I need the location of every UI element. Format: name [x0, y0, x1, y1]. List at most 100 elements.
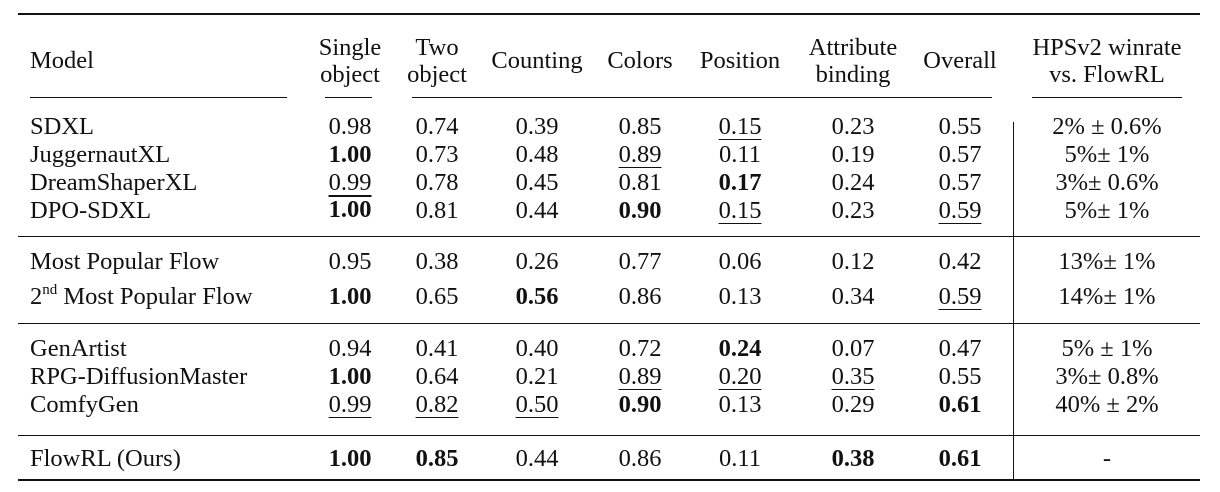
header-overall: Overall — [923, 47, 997, 74]
cell-overall: 0.59 — [938, 283, 982, 310]
cell-overall: 0.61 — [938, 445, 982, 472]
cell-two-object: 0.64 — [415, 363, 459, 390]
top-rule — [18, 13, 1200, 16]
model-name: SDXL — [30, 113, 94, 140]
group-divider-2 — [18, 323, 1200, 325]
cell-overall: 0.42 — [938, 248, 982, 275]
header-attribute-binding-line2: binding — [815, 61, 891, 88]
cell-position: 0.06 — [718, 248, 762, 275]
header-two-object-line2: object — [407, 61, 467, 88]
cell-counting: 0.45 — [515, 169, 559, 196]
cell-overall: 0.61 — [938, 391, 982, 418]
cell-colors: 0.77 — [618, 248, 662, 275]
cell-single-object: 0.98 — [328, 113, 372, 140]
cell-two-object: 0.65 — [415, 283, 459, 310]
cell-two-object: 0.81 — [415, 197, 459, 224]
cell-single-object: 1.00 — [328, 141, 372, 168]
cell-attribute-binding: 0.29 — [831, 391, 875, 418]
cell-single-object: 1.00 — [328, 196, 372, 223]
cell-colors: 0.72 — [618, 335, 662, 362]
cell-position: 0.13 — [718, 391, 762, 418]
header-hps-line2: vs. FlowRL — [1049, 61, 1165, 88]
cell-position: 0.20 — [718, 363, 762, 390]
cell-single-object: 0.94 — [328, 335, 372, 362]
model-name: Most Popular Flow — [30, 248, 220, 275]
cell-two-object: 0.41 — [415, 335, 459, 362]
header-hps-line1: HPSv2 winrate — [1032, 34, 1182, 61]
cell-two-object: 0.74 — [415, 113, 459, 140]
cell-overall: 0.59 — [938, 197, 982, 224]
cell-single-object: 1.00 — [328, 445, 372, 472]
header-colors: Colors — [607, 47, 673, 74]
model-name: JuggernautXL — [30, 141, 171, 168]
cell-attribute-binding: 0.23 — [831, 113, 875, 140]
cell-position: 0.15 — [718, 113, 762, 140]
cell-attribute-binding: 0.24 — [831, 169, 875, 196]
cell-hps-winrate: 3%± 0.8% — [1055, 363, 1159, 390]
cell-position: 0.15 — [718, 197, 762, 224]
cell-overall: 0.55 — [938, 363, 982, 390]
header-two-object-line1: Two — [415, 34, 459, 61]
cell-colors: 0.90 — [618, 391, 662, 418]
cell-attribute-binding: 0.19 — [831, 141, 875, 168]
header-attribute-binding-line1: Attribute — [808, 34, 898, 61]
cell-two-object: 0.78 — [415, 169, 459, 196]
group-divider-1 — [18, 236, 1200, 238]
header-single-object-line2: object — [320, 61, 380, 88]
header-model: Model — [30, 47, 94, 74]
cell-single-object: 0.99 — [328, 169, 372, 196]
cell-overall: 0.55 — [938, 113, 982, 140]
cell-hps-winrate: 40% ± 2% — [1055, 391, 1159, 418]
cell-hps-winrate: 3%± 0.6% — [1055, 169, 1159, 196]
cell-overall: 0.47 — [938, 335, 982, 362]
bottom-rule — [18, 479, 1200, 482]
cell-single-object: 0.95 — [328, 248, 372, 275]
cell-two-object: 0.85 — [415, 445, 459, 472]
cell-colors: 0.86 — [618, 283, 662, 310]
cell-single-object: 0.99 — [328, 391, 372, 418]
cell-hps-winrate: 5%± 1% — [1064, 141, 1150, 168]
header-single-object-line1: Single — [318, 34, 382, 61]
header-underline-single — [325, 97, 372, 99]
header-underline-model — [30, 97, 287, 99]
model-name: ComfyGen — [30, 391, 139, 418]
header-underline-metrics — [412, 97, 992, 99]
group-divider-3 — [18, 435, 1200, 437]
cell-counting: 0.26 — [515, 248, 559, 275]
cell-overall: 0.57 — [938, 169, 982, 196]
cell-counting: 0.39 — [515, 113, 559, 140]
cell-position: 0.24 — [718, 335, 762, 362]
cell-counting: 0.56 — [515, 283, 559, 310]
cell-hps-winrate: 5% ± 1% — [1061, 335, 1153, 362]
model-name: RPG-DiffusionMaster — [30, 363, 248, 390]
cell-position: 0.17 — [718, 169, 762, 196]
header-position: Position — [699, 47, 781, 74]
model-name: DreamShaperXL — [30, 169, 198, 196]
cell-attribute-binding: 0.23 — [831, 197, 875, 224]
cell-hps-winrate: 5%± 1% — [1064, 197, 1150, 224]
cell-counting: 0.48 — [515, 141, 559, 168]
cell-attribute-binding: 0.38 — [831, 445, 875, 472]
model-name: 2nd Most Popular Flow — [30, 282, 253, 310]
cell-colors: 0.85 — [618, 113, 662, 140]
cell-hps-winrate: 14%± 1% — [1058, 283, 1156, 310]
cell-single-object: 1.00 — [328, 363, 372, 390]
cell-attribute-binding: 0.12 — [831, 248, 875, 275]
cell-colors: 0.89 — [618, 141, 662, 168]
cell-two-object: 0.73 — [415, 141, 459, 168]
cell-two-object: 0.38 — [415, 248, 459, 275]
cell-hps-winrate: - — [1102, 445, 1112, 472]
cell-counting: 0.21 — [515, 363, 559, 390]
cell-attribute-binding: 0.07 — [831, 335, 875, 362]
cell-overall: 0.57 — [938, 141, 982, 168]
cell-colors: 0.86 — [618, 445, 662, 472]
header-counting: Counting — [491, 47, 583, 74]
model-name: GenArtist — [30, 335, 127, 362]
vertical-divider — [1013, 122, 1015, 479]
header-underline-hps — [1032, 97, 1182, 99]
cell-counting: 0.40 — [515, 335, 559, 362]
cell-position: 0.13 — [718, 283, 762, 310]
cell-attribute-binding: 0.35 — [831, 363, 875, 390]
ordinal-suffix: nd — [42, 282, 58, 298]
